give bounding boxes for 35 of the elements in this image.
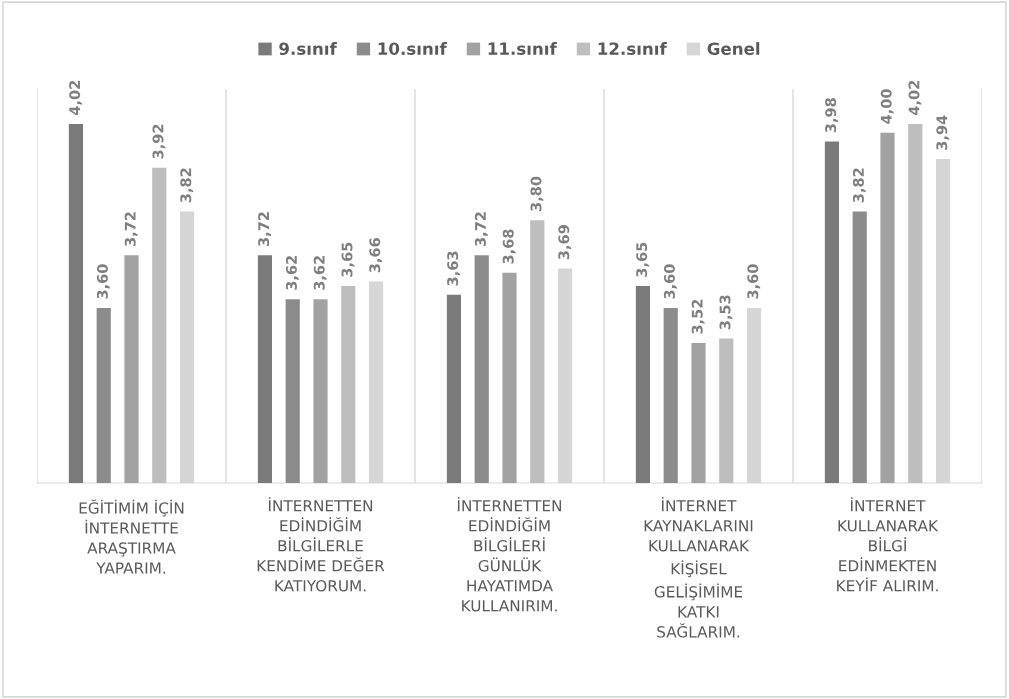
- data-label: 3,65: [341, 242, 355, 277]
- data-label: 4,00: [880, 89, 894, 124]
- data-label: 3,94: [936, 115, 950, 150]
- legend-label: 11.sınıf: [488, 42, 557, 56]
- x-tick-label: İNTERNETTEN EDİNDİĞİM BİLGİLERLE KENDİME DEĞER KATIYORUM.: [257, 497, 385, 592]
- data-label: 3,72: [474, 212, 488, 247]
- x-tick-label: İNTERNET KULLANARAK BİLGİ EDİNMEKTEN KEYİF ALIRIM.: [837, 497, 939, 592]
- data-label: 3,80: [530, 176, 544, 212]
- legend-label: 9.sınıf: [279, 42, 337, 56]
- data-label: 4,02: [69, 80, 83, 116]
- data-label: 3,52: [691, 299, 705, 334]
- data-label: 4,02: [908, 80, 922, 116]
- data-label: 3,62: [313, 256, 327, 290]
- x-tick-label: İNTERNET KAYNAKLARINI KULLANARAK KİŞİSEL GELİŞİMİME KATKI SAĞLARIM.: [644, 497, 753, 638]
- data-label: 3,98: [825, 98, 839, 133]
- data-label: 3,68: [502, 229, 516, 264]
- x-tick-label: İNTERNETTEN EDİNDİĞİM BİLGİLERİ GÜNLÜK HAYATIMDA KULLANIRIM.: [457, 497, 562, 612]
- data-label: 3,72: [258, 212, 272, 247]
- legend-label: Genel: [707, 42, 760, 56]
- data-label: 3,82: [852, 168, 866, 203]
- legend-label: 10.sınıf: [378, 42, 447, 56]
- data-label: 3,72: [124, 212, 138, 247]
- data-label: 3,82: [180, 168, 194, 203]
- data-label: 3,63: [447, 251, 461, 286]
- legend-label: 12.sınıf: [598, 42, 667, 56]
- data-label: 3,60: [663, 264, 677, 299]
- data-label: 3,92: [152, 124, 166, 159]
- data-label: 3,65: [636, 242, 650, 277]
- data-label: 3,53: [719, 295, 733, 330]
- x-tick-label: EĞİTİMİM İÇİN İNTERNETTE ARAŞTIRMA YAPARIM.: [79, 499, 184, 574]
- data-label: 3,60: [747, 264, 761, 299]
- data-label: 3,66: [369, 238, 383, 273]
- data-label: 3,69: [558, 225, 572, 260]
- data-label: 3,60: [96, 264, 110, 299]
- data-label: 3,62: [285, 256, 299, 290]
